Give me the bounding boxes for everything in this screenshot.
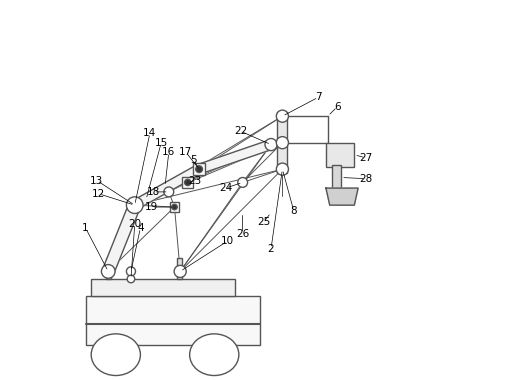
Bar bbox=[182, 177, 194, 188]
Text: 25: 25 bbox=[257, 217, 270, 227]
Text: 23: 23 bbox=[188, 176, 202, 185]
Ellipse shape bbox=[189, 334, 239, 375]
Circle shape bbox=[126, 267, 136, 276]
Bar bbox=[193, 163, 205, 175]
Text: 7: 7 bbox=[315, 92, 322, 102]
Circle shape bbox=[196, 166, 203, 173]
Text: 19: 19 bbox=[145, 202, 158, 212]
Text: 14: 14 bbox=[143, 128, 156, 138]
Polygon shape bbox=[133, 165, 202, 209]
Text: 18: 18 bbox=[147, 187, 161, 197]
Text: 22: 22 bbox=[234, 126, 247, 136]
Text: 16: 16 bbox=[162, 147, 175, 157]
Text: 27: 27 bbox=[359, 153, 372, 163]
Polygon shape bbox=[326, 188, 358, 205]
Text: 1: 1 bbox=[82, 223, 89, 233]
Bar bbox=[326, 142, 355, 167]
Bar bbox=[277, 112, 288, 173]
Text: 17: 17 bbox=[179, 147, 193, 157]
Circle shape bbox=[276, 110, 289, 122]
Text: 20: 20 bbox=[128, 219, 141, 229]
Text: 10: 10 bbox=[221, 236, 234, 246]
Bar bbox=[85, 296, 260, 345]
Text: 15: 15 bbox=[154, 138, 168, 148]
Ellipse shape bbox=[91, 334, 140, 375]
Text: 13: 13 bbox=[90, 176, 104, 185]
Bar bbox=[170, 202, 179, 212]
Circle shape bbox=[276, 137, 289, 149]
Polygon shape bbox=[198, 140, 273, 174]
Text: 6: 6 bbox=[334, 102, 340, 112]
Text: 12: 12 bbox=[92, 189, 105, 199]
Circle shape bbox=[184, 179, 191, 185]
Circle shape bbox=[238, 177, 247, 187]
Text: 26: 26 bbox=[236, 228, 249, 239]
Text: 4: 4 bbox=[137, 223, 144, 233]
Text: 28: 28 bbox=[359, 174, 372, 184]
Bar bbox=[177, 258, 182, 279]
Circle shape bbox=[164, 187, 174, 197]
Text: 5: 5 bbox=[190, 155, 197, 165]
Bar bbox=[106, 258, 111, 279]
Circle shape bbox=[102, 264, 115, 278]
Polygon shape bbox=[103, 203, 140, 274]
Circle shape bbox=[127, 275, 135, 283]
Circle shape bbox=[276, 163, 289, 175]
Circle shape bbox=[265, 138, 277, 150]
Circle shape bbox=[126, 197, 143, 214]
Bar bbox=[332, 165, 341, 188]
Circle shape bbox=[172, 204, 177, 210]
Text: 24: 24 bbox=[219, 183, 232, 193]
Text: 8: 8 bbox=[291, 206, 297, 216]
Bar bbox=[91, 279, 235, 296]
Circle shape bbox=[174, 265, 186, 277]
Text: 2: 2 bbox=[268, 244, 274, 254]
